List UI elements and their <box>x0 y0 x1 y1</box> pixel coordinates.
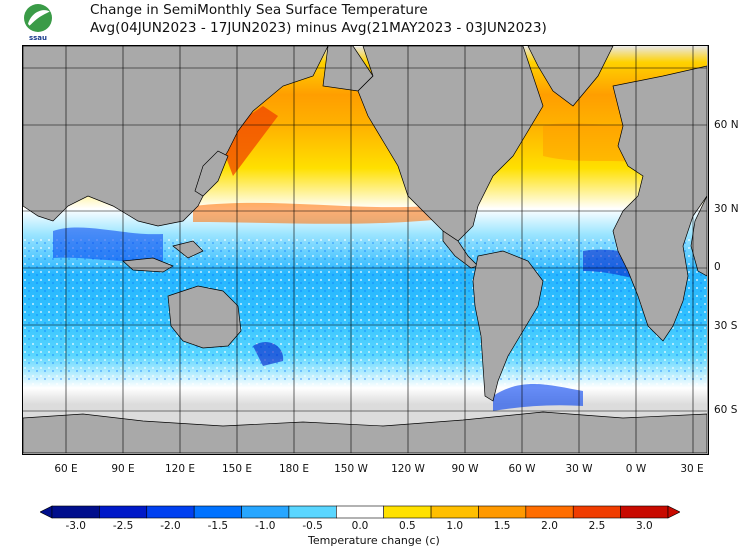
colorbar-tick-label: 2.0 <box>541 520 558 532</box>
lon-label-0w: 0 W <box>625 463 647 475</box>
chart-subtitle: Avg(04JUN2023 - 17JUN2023) minus Avg(21M… <box>90 20 547 36</box>
svg-text:ssau: ssau <box>29 34 47 42</box>
lat-label-30n: 30 N <box>714 203 739 215</box>
colorbar-swatch <box>336 505 384 519</box>
colorbar-swatch <box>51 505 100 519</box>
lat-label-60n: 60 N <box>714 119 739 131</box>
colorbar-tick-label: 0.5 <box>399 520 416 532</box>
colorbar-tick-label: 3.0 <box>635 520 653 532</box>
colorbar <box>40 505 680 519</box>
lon-label-120w: 120 W <box>391 463 425 475</box>
colorbar-tick-label: -0.5 <box>302 520 323 532</box>
colorbar-tick-label: 0.0 <box>351 520 369 532</box>
colorbar-tick-label: 1.0 <box>446 520 464 532</box>
colorbar-tick-label: -1.5 <box>207 520 229 532</box>
colorbar-swatch <box>525 505 574 519</box>
lon-label-60w: 60 W <box>508 463 536 475</box>
lat-label-30s: 30 S <box>714 320 738 332</box>
colorbar-swatch <box>99 505 148 519</box>
colorbar-swatch <box>478 505 527 519</box>
colorbar-swatch <box>193 505 242 519</box>
lon-label-60e: 60 E <box>54 463 78 475</box>
colorbar-swatch <box>620 505 669 519</box>
land-masses <box>23 46 707 453</box>
lon-label-90w: 90 W <box>451 463 479 475</box>
sst-change-map <box>22 45 709 455</box>
colorbar-tick-label: -2.0 <box>160 520 181 532</box>
agency-logo: ssau <box>20 2 60 42</box>
colorbar-arrow-high <box>667 505 680 519</box>
lon-label-150e: 150 E <box>221 463 253 475</box>
colorbar-tick-label: -3.0 <box>65 520 86 532</box>
lon-label-30w: 30 W <box>565 463 593 475</box>
lat-label-0: 0 <box>714 261 721 273</box>
colorbar-swatch <box>383 505 432 519</box>
colorbar-title: Temperature change (c) <box>308 534 440 547</box>
colorbar-swatch <box>430 505 479 519</box>
colorbar-swatch <box>572 505 621 519</box>
colorbar-swatch <box>288 505 337 519</box>
colorbar-tick-label: 1.5 <box>493 520 511 532</box>
chart-title: Change in SemiMonthly Sea Surface Temper… <box>90 2 428 18</box>
colorbar-tick-label: -2.5 <box>112 520 134 532</box>
lon-label-90e: 90 E <box>111 463 135 475</box>
colorbar-arrow-low <box>40 505 53 519</box>
lon-label-150w: 150 W <box>334 463 368 475</box>
lat-label-60s: 60 S <box>714 404 738 416</box>
lon-label-180e: 180 E <box>278 463 310 475</box>
colorbar-swatch <box>241 505 290 519</box>
lon-label-120e: 120 E <box>164 463 196 475</box>
colorbar-tick-label: 2.5 <box>588 520 606 532</box>
colorbar-swatch <box>146 505 195 519</box>
graticule <box>23 46 707 453</box>
lon-label-30e: 30 E <box>680 463 704 475</box>
colorbar-tick-label: -1.0 <box>254 520 276 532</box>
